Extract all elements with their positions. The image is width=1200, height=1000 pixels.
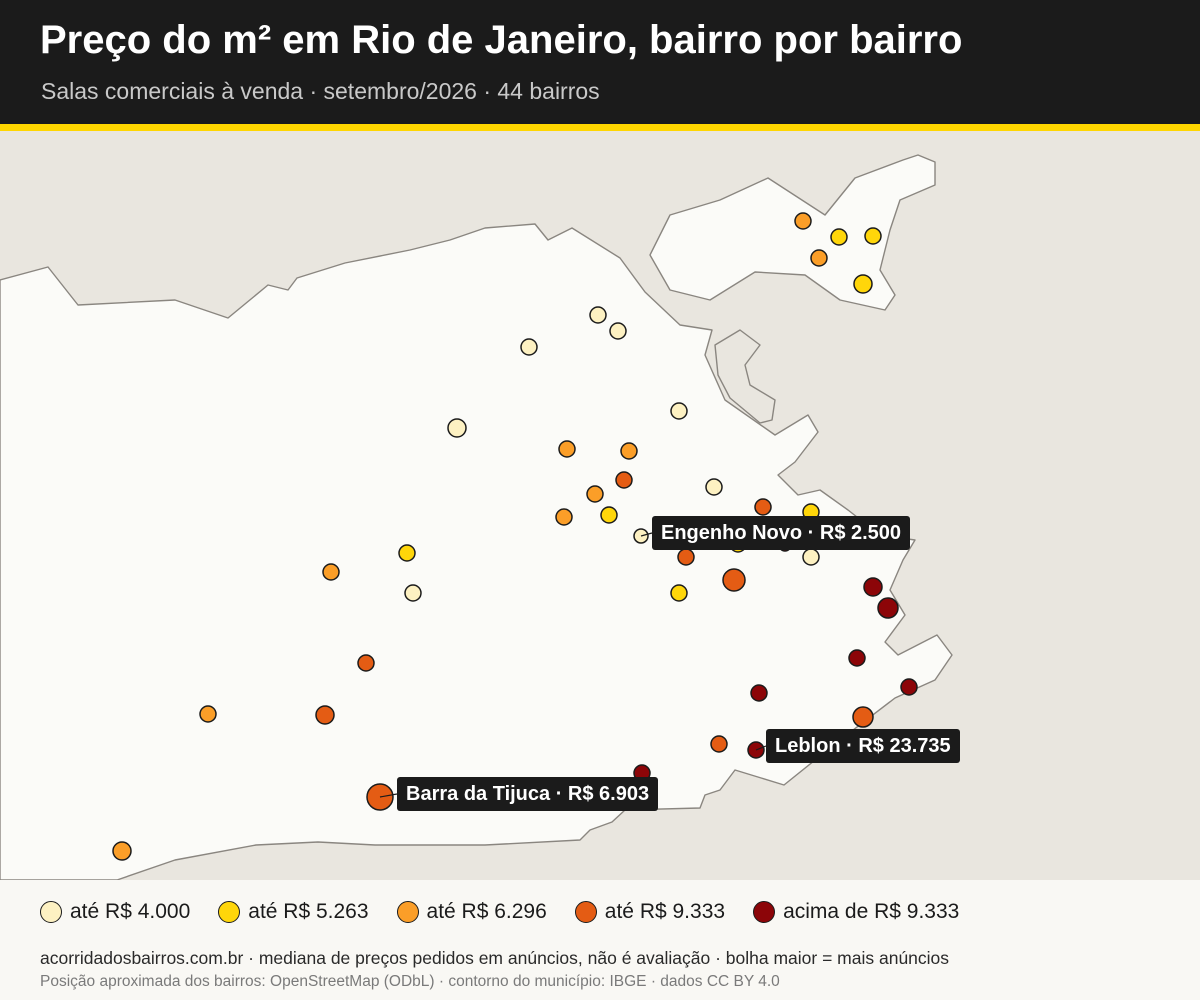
callout-leblon: Leblon · R$ 23.735 (766, 729, 960, 763)
neighborhood-bubble[interactable] (609, 322, 627, 340)
neighborhood-bubble[interactable] (710, 735, 728, 753)
neighborhood-bubble[interactable] (600, 506, 618, 524)
map-panel: Engenho Novo · R$ 2.500 Leblon · R$ 23.7… (0, 131, 1200, 880)
legend-label-tier-5: acima de R$ 9.333 (783, 900, 960, 923)
neighborhood-bubble[interactable] (586, 485, 604, 503)
neighborhood-bubble[interactable] (900, 678, 918, 696)
legend: até R$ 4.000 até R$ 5.263 até R$ 6.296 a… (40, 896, 987, 928)
neighborhood-bubble[interactable] (830, 228, 848, 246)
neighborhood-bubble[interactable] (315, 705, 335, 725)
ilha-do-governador (649, 154, 936, 311)
callout-engenho-novo: Engenho Novo · R$ 2.500 (652, 516, 911, 550)
legend-label-tier-2: até R$ 5.263 (248, 900, 369, 923)
legend-item-tier-2: até R$ 5.263 (218, 900, 369, 924)
neighborhood-bubble[interactable] (705, 478, 723, 496)
neighborhood-bubble[interactable] (199, 705, 217, 723)
neighborhood-bubbles (112, 212, 918, 861)
neighborhood-bubble[interactable] (520, 338, 538, 356)
legend-swatch-tier-2 (218, 901, 241, 923)
neighborhood-bubble[interactable] (322, 563, 340, 581)
neighborhood-bubble[interactable] (112, 841, 132, 861)
legend-swatch-tier-5 (753, 901, 776, 923)
neighborhood-bubble[interactable] (750, 684, 768, 702)
legend-item-tier-3: até R$ 6.296 (396, 900, 547, 924)
neighborhood-bubble[interactable] (615, 471, 633, 489)
neighborhood-bubble[interactable] (853, 274, 873, 294)
neighborhood-bubble[interactable] (558, 440, 576, 458)
callout-barra-da-tijuca: Barra da Tijuca · R$ 6.903 (397, 777, 659, 811)
legend-swatch-tier-3 (396, 901, 419, 923)
neighborhood-bubble[interactable] (863, 577, 883, 597)
footnote-source: acorridadosbairros.com.br · mediana de p… (40, 948, 950, 968)
legend-label-tier-3: até R$ 6.296 (426, 900, 547, 923)
neighborhood-bubble[interactable] (589, 306, 607, 324)
neighborhood-bubble[interactable] (677, 548, 695, 566)
callout-leader-line (640, 532, 653, 537)
page-subtitle: Salas comerciais à venda · setembro/2026… (41, 78, 600, 104)
neighborhood-bubble[interactable] (670, 584, 688, 602)
neighborhood-bubble[interactable] (398, 544, 416, 562)
neighborhood-bubble[interactable] (794, 212, 812, 230)
neighborhood-bubble[interactable] (754, 498, 772, 516)
neighborhood-bubble[interactable] (555, 508, 573, 526)
legend-label-tier-1: até R$ 4.000 (70, 900, 191, 923)
callout-leader-line (379, 793, 398, 798)
neighborhood-bubble[interactable] (620, 442, 638, 460)
legend-swatch-tier-4 (574, 901, 597, 923)
neighborhood-bubble[interactable] (447, 418, 467, 438)
page-title: Preço do m² em Rio de Janeiro, bairro po… (40, 18, 963, 62)
callout-leader-line (755, 745, 767, 751)
legend-item-tier-1: até R$ 4.000 (40, 900, 190, 924)
header-bar: Preço do m² em Rio de Janeiro, bairro po… (0, 0, 1200, 124)
neighborhood-bubble[interactable] (810, 249, 828, 267)
neighborhood-bubble[interactable] (357, 654, 375, 672)
fundao-inlet (714, 329, 776, 424)
neighborhood-bubble[interactable] (802, 548, 820, 566)
neighborhood-bubble[interactable] (404, 584, 422, 602)
accent-bar (0, 124, 1200, 131)
legend-label-tier-4: até R$ 9.333 (604, 900, 726, 923)
legend-item-tier-4: até R$ 9.333 (574, 900, 726, 924)
neighborhood-bubble[interactable] (877, 597, 899, 619)
neighborhood-bubble[interactable] (848, 649, 866, 667)
neighborhood-bubble[interactable] (852, 706, 874, 728)
neighborhood-bubble[interactable] (670, 402, 688, 420)
legend-swatch-tier-1 (40, 901, 62, 923)
neighborhood-bubble[interactable] (722, 568, 746, 592)
footnote-attribution: Posição aproximada dos bairros: OpenStre… (40, 973, 780, 990)
neighborhood-bubble[interactable] (864, 227, 882, 245)
map-canvas (0, 154, 953, 880)
legend-item-tier-5: acima de R$ 9.333 (753, 900, 959, 924)
